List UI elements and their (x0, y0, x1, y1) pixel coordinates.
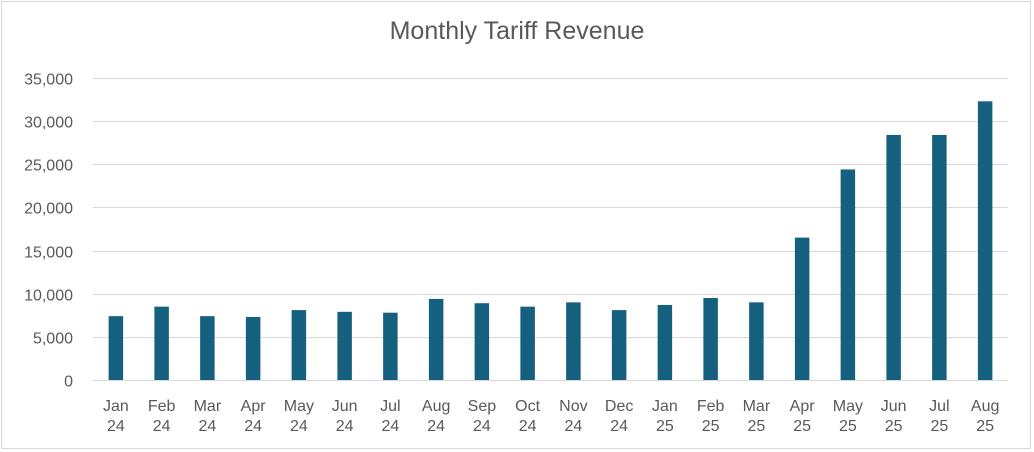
x-axis-ticks: Jan 24 Feb 24 Mar 24 Apr 24 May 24 Jun 24 Jul 24 Aug 24… (103, 398, 999, 435)
x-tick-label: Jan 24 (103, 398, 129, 435)
x-tick-label: May 24 (284, 398, 314, 435)
bars (108, 101, 993, 380)
x-tick-label: May 25 (833, 398, 863, 435)
bar (703, 298, 718, 380)
bar (749, 302, 764, 380)
x-tick-label: Feb 25 (697, 398, 725, 435)
x-tick-label: Jun 24 (332, 398, 358, 435)
bar (383, 312, 398, 380)
y-tick-label: 20,000 (24, 201, 73, 218)
x-tick-label: Dec 24 (605, 398, 633, 435)
chart-title: Monthly Tariff Revenue (389, 17, 645, 45)
x-tick-label: Aug 24 (422, 398, 450, 435)
y-tick-label: 15,000 (24, 245, 73, 262)
y-tick-label: 0 (64, 374, 73, 391)
x-tick-label: Nov 24 (559, 398, 587, 435)
y-tick-label: 25,000 (24, 158, 73, 175)
x-tick-label: Jan 25 (652, 398, 678, 435)
bar (245, 317, 261, 380)
bar (291, 310, 307, 380)
bar (886, 134, 901, 380)
bar (932, 134, 947, 380)
bar (520, 306, 535, 380)
bar (566, 302, 581, 380)
x-tick-label: Mar 25 (743, 398, 771, 435)
x-tick-label: Feb 24 (148, 398, 176, 435)
x-tick-label: Sep 24 (468, 398, 497, 435)
x-tick-label: Oct 24 (515, 398, 540, 435)
x-tick-label: Jul 25 (929, 398, 949, 435)
y-tick-label: 30,000 (24, 115, 73, 132)
bar (977, 101, 993, 380)
x-tick-label: Jul 24 (380, 398, 400, 435)
x-tick-label: Jun 25 (881, 398, 907, 435)
bar (474, 303, 490, 380)
gridlines (93, 78, 1008, 381)
bar (794, 237, 810, 380)
bar (428, 298, 444, 380)
bar (200, 316, 215, 380)
y-axis-ticks: 0 5,000 10,000 15,000 20,000 25,000 30,000 35,0… (24, 72, 73, 391)
x-tick-label: Mar 24 (194, 398, 222, 435)
y-tick-label: 10,000 (24, 288, 73, 305)
x-tick-label: Apr 25 (790, 398, 816, 435)
bar (657, 304, 673, 380)
bar (108, 316, 124, 380)
x-tick-label: Apr 24 (241, 398, 267, 435)
y-tick-label: 35,000 (24, 72, 73, 89)
bar (337, 311, 352, 380)
bar (611, 310, 627, 380)
x-tick-label: Aug 25 (971, 398, 999, 435)
y-tick-label: 5,000 (33, 331, 73, 348)
bar (154, 306, 169, 380)
bar (840, 169, 856, 380)
